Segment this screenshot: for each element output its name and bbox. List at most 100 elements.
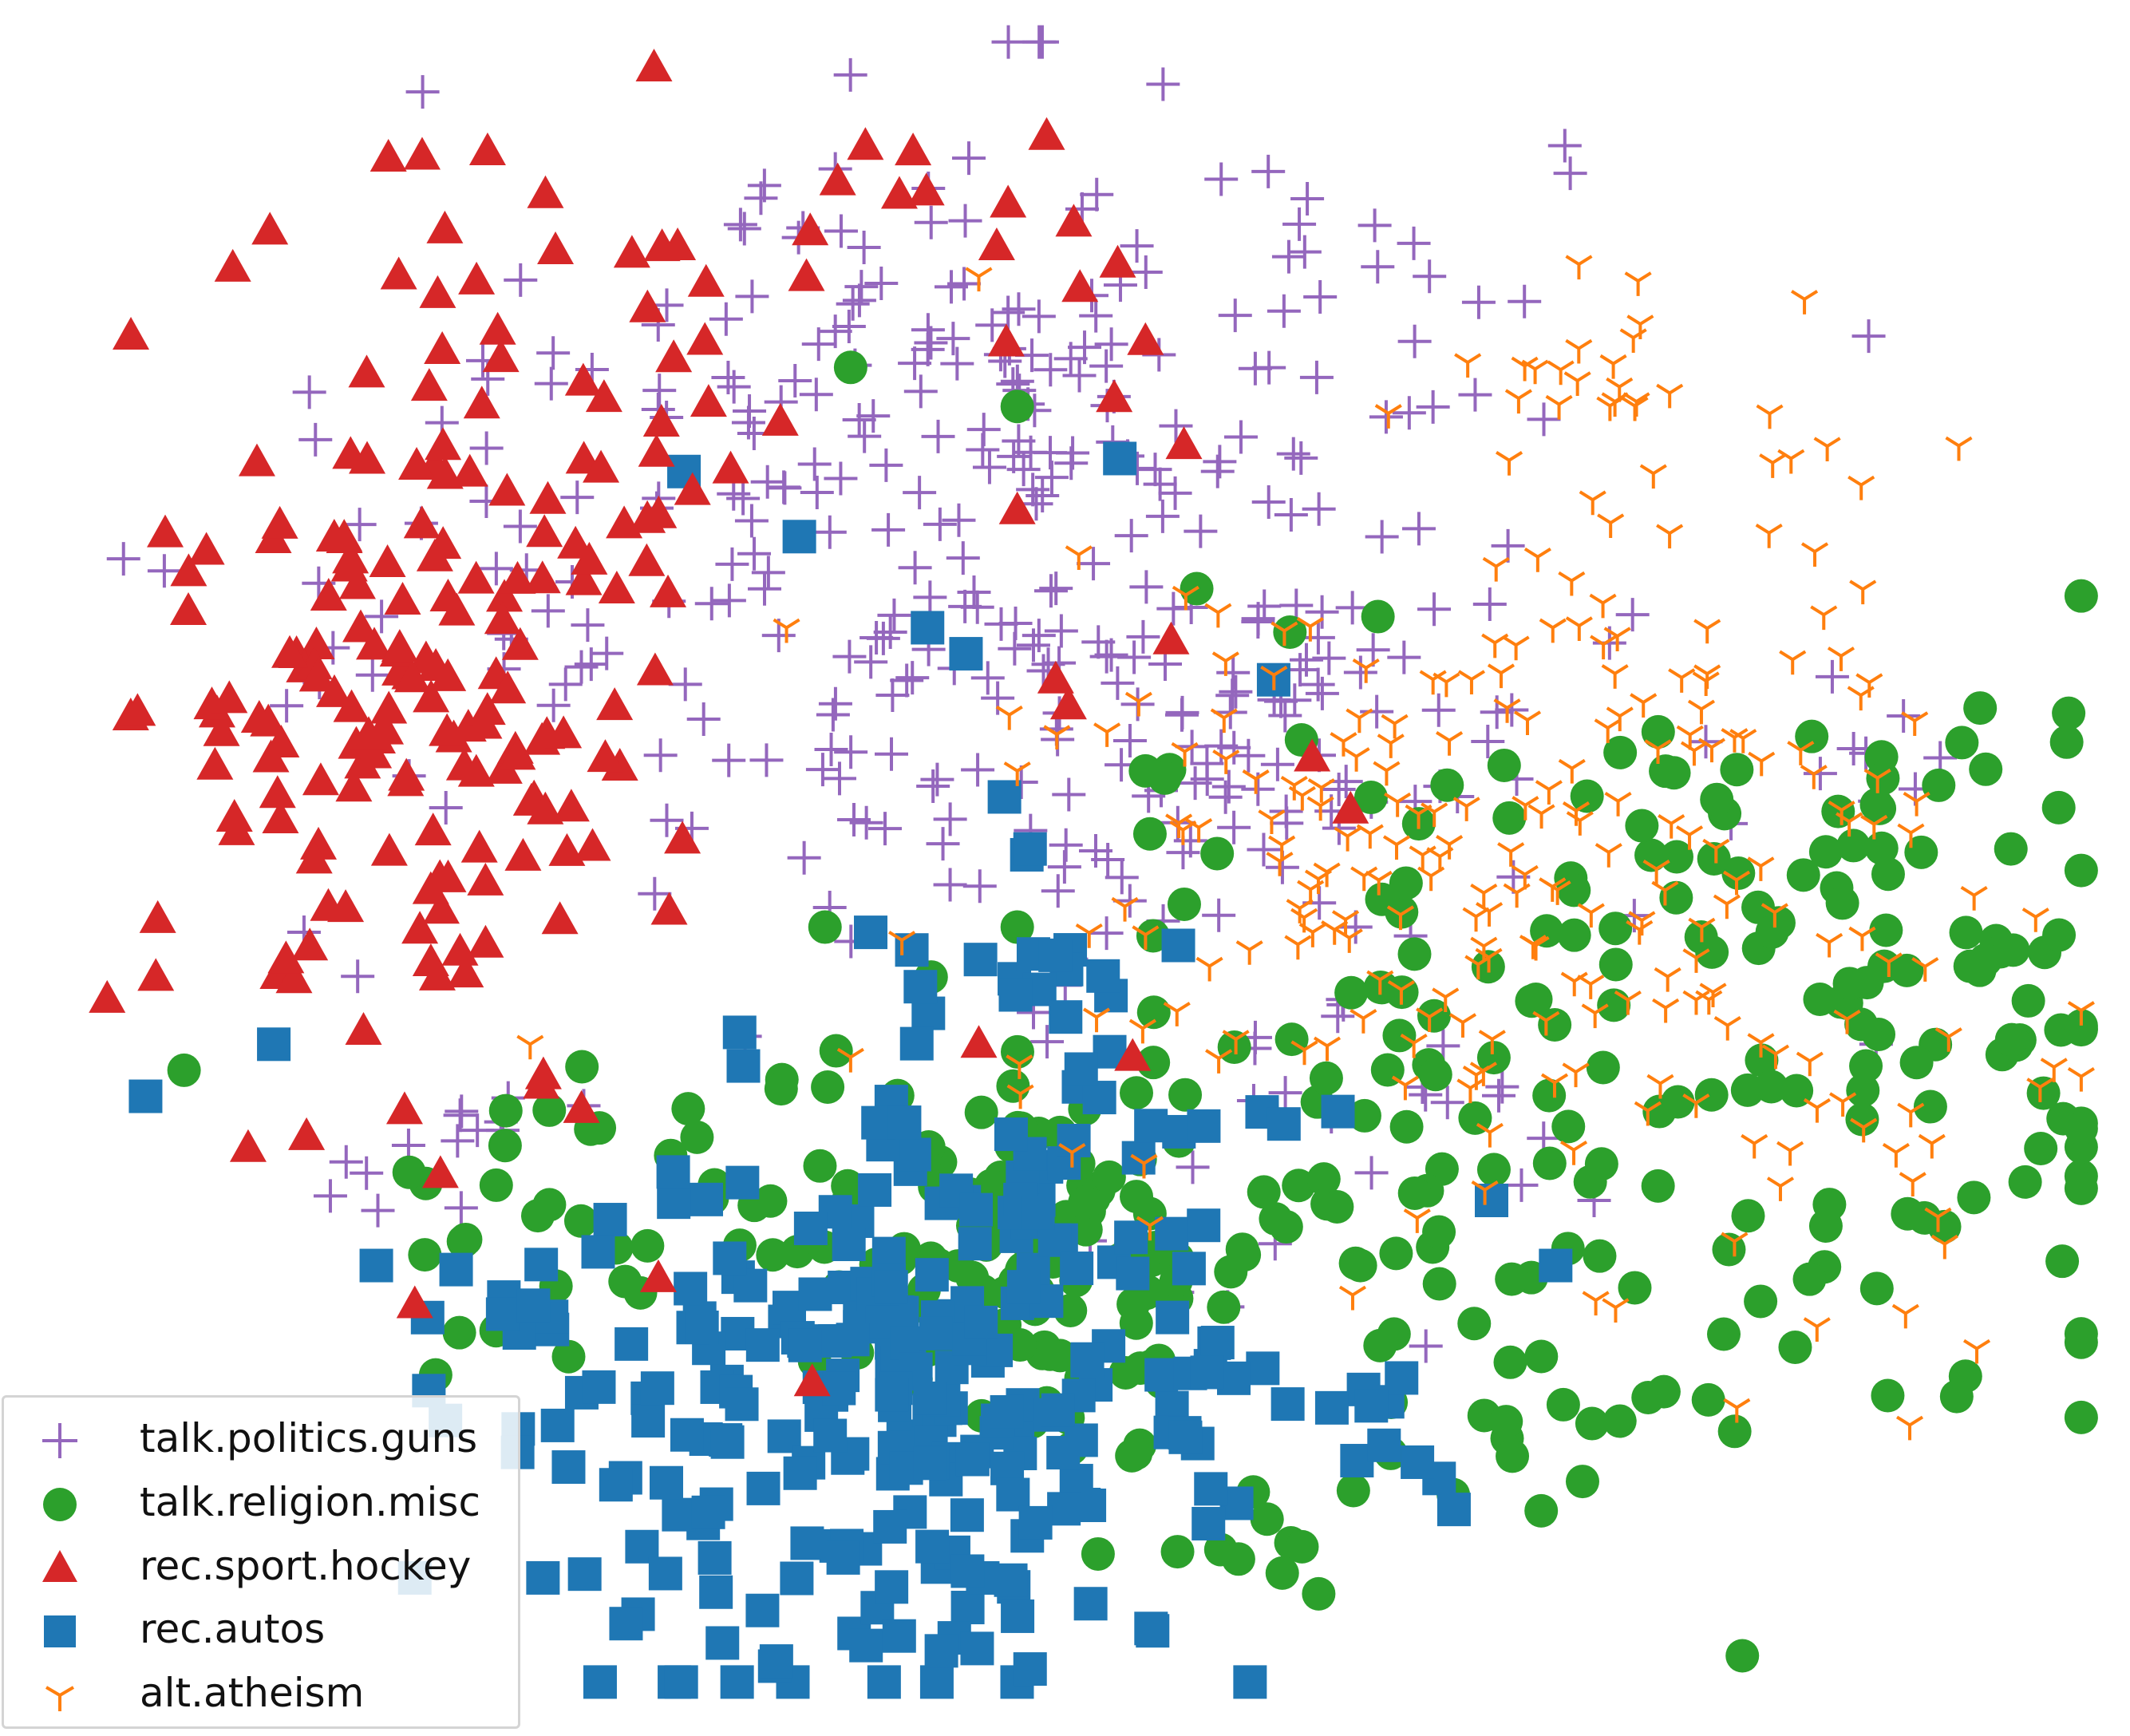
point-circle-s1-143 — [1803, 982, 1837, 1016]
point-tri_down-s4-180 — [1680, 741, 1708, 766]
point-triangle-s3-34 — [598, 571, 635, 604]
point-tri_down-s4-230 — [2067, 1066, 2095, 1092]
point-triangle-s3-133 — [369, 139, 407, 172]
point-triangle-s3-55 — [310, 577, 347, 611]
point-plus-s0-339 — [1278, 683, 1312, 718]
point-square-s2-306 — [1539, 1248, 1573, 1283]
point-triangle-s3-183 — [613, 235, 650, 268]
point-square-s2-229 — [524, 1248, 559, 1282]
point-tri_down-s4-61 — [1268, 835, 1296, 860]
point-tri_down-s4-89 — [1456, 1078, 1484, 1104]
point-triangle-s3-134 — [412, 943, 449, 976]
point-plus-s0-144 — [717, 370, 751, 404]
point-plus-s0-257 — [429, 791, 463, 825]
point-circle-s1-367 — [1646, 1374, 1681, 1409]
point-tri_down-s4-60 — [1436, 731, 1464, 756]
point-circle-s1-232 — [1136, 995, 1171, 1030]
point-square-s2-172 — [1064, 1423, 1098, 1457]
point-tri_down-s4-236 — [1747, 1033, 1775, 1058]
point-plus-s0-277 — [1216, 655, 1251, 690]
point-plus-s0-328 — [1217, 810, 1251, 844]
point-plus-s0-133 — [984, 607, 1018, 641]
point-circle-s1-133 — [1634, 838, 1669, 872]
point-plus-s0-28 — [1184, 514, 1218, 548]
point-plus-s0-395 — [864, 267, 899, 300]
point-triangle-s3-210 — [1049, 686, 1087, 720]
point-tri_down-s4-154 — [1487, 663, 1516, 689]
point-triangle-s3-186 — [642, 404, 680, 437]
point-tri_down-s4-2 — [1266, 852, 1294, 876]
point-circle-s1-329 — [1353, 781, 1388, 815]
point-circle-s1-163 — [1586, 1050, 1620, 1085]
point-triangle-s3-16 — [479, 311, 516, 345]
point-triangle-s3-203 — [396, 1285, 433, 1319]
point-circle-s1-127 — [1524, 1339, 1559, 1374]
point-triangle-s3-175 — [585, 379, 622, 413]
point-square-s2-31 — [899, 1026, 934, 1061]
point-triangle-s3-211 — [1165, 426, 1203, 460]
point-square-s2-271 — [759, 1644, 793, 1679]
point-circle-s1-21 — [811, 1070, 845, 1105]
point-tri_down-s4-112 — [1682, 948, 1710, 973]
point-tri_down-s4-235 — [1713, 894, 1741, 919]
point-square-s2-146 — [1047, 1492, 1081, 1526]
point-triangle-s3-205 — [639, 1259, 677, 1292]
point-plus-s0-128 — [1019, 487, 1053, 521]
point-plus-s0-139 — [890, 663, 924, 698]
point-tri_down-s4-256 — [773, 618, 800, 643]
point-circle-s1-360 — [1968, 943, 2002, 977]
point-triangle-s3-41 — [259, 775, 296, 809]
point-tri_down-s4-13 — [1503, 883, 1531, 908]
point-triangle-s3-127 — [298, 658, 336, 692]
point-triangle-s3-206 — [793, 1363, 831, 1397]
point-circle-s1-335 — [1949, 915, 1983, 950]
point-tri_down-s4-57 — [1497, 842, 1525, 867]
point-plus-s0-156 — [998, 631, 1032, 666]
point-triangle-s3-89 — [499, 560, 536, 594]
point-triangle-s3-110 — [441, 932, 479, 966]
point-tri_down-s4-213 — [1891, 1303, 1919, 1329]
point-tri_down-s4-172 — [1756, 404, 1784, 429]
point-tri_down-s4-23 — [1644, 739, 1672, 764]
legend-marker-square-icon — [44, 1615, 76, 1647]
point-circle-s1-206 — [2064, 1400, 2098, 1434]
point-circle-s1-208 — [1659, 840, 1693, 874]
point-square-s2-131 — [897, 1137, 931, 1172]
point-square-s2-170 — [919, 1316, 953, 1350]
point-circle-s1-175 — [1641, 1169, 1675, 1203]
point-circle-s1-287 — [442, 1315, 476, 1350]
point-tri_down-s4-95 — [1482, 556, 1510, 582]
point-plus-s0-106 — [1079, 299, 1113, 333]
point-square-s2-260 — [1038, 938, 1073, 972]
point-square-s2-298 — [782, 520, 816, 554]
point-tri_down-s4-69 — [1172, 585, 1199, 611]
point-tri_down-s4-156 — [1478, 1030, 1506, 1054]
point-plus-s0-163 — [1039, 571, 1073, 606]
point-triangle-s3-83 — [348, 354, 385, 388]
point-plus-s0-29 — [1219, 674, 1253, 709]
point-plus-s0-52 — [903, 374, 938, 409]
point-plus-s0-180 — [946, 541, 980, 575]
point-tri_down-s4-189 — [1813, 437, 1841, 462]
point-plus-s0-118 — [1014, 435, 1048, 469]
point-plus-s0-164 — [1369, 400, 1403, 434]
point-circle-s1-359 — [2052, 696, 2086, 730]
point-triangle-s3-88 — [422, 891, 460, 924]
point-tri_down-s4-120 — [1452, 797, 1480, 821]
legend-label: alt.atheism — [140, 1670, 365, 1716]
point-square-s2-165 — [990, 1394, 1024, 1429]
point-triangle-s3-64 — [119, 693, 156, 726]
point-plus-s0-270 — [970, 661, 1005, 695]
point-plus-s0-350 — [1268, 1076, 1302, 1110]
point-tri_down-s4-171 — [1601, 664, 1629, 689]
point-triangle-s3-195 — [1061, 269, 1099, 303]
point-plus-s0-80 — [869, 448, 903, 482]
point-plus-s0-251 — [832, 639, 867, 674]
point-circle-s1-348 — [1849, 1049, 1883, 1083]
point-plus-s0-284 — [1077, 547, 1111, 581]
point-square-s2-262 — [1321, 1094, 1355, 1129]
point-plus-s0-280 — [1129, 570, 1164, 604]
point-triangle-s3-120 — [203, 713, 240, 746]
point-tri_down-s4-255 — [965, 267, 993, 292]
point-tri_down-s4-97 — [1356, 824, 1384, 849]
